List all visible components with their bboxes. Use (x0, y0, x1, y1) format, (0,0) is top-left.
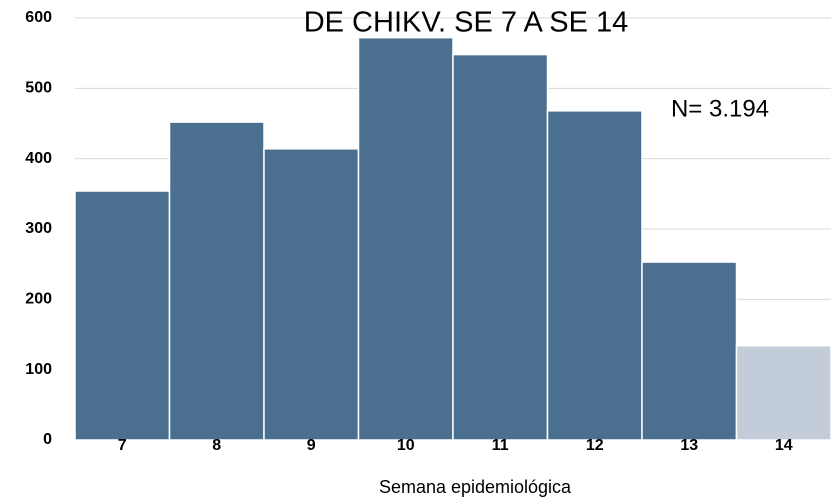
y-tick-label: 100 (25, 361, 52, 378)
x-tick-label: 13 (680, 437, 698, 454)
annotation: N= 3.194 (671, 95, 769, 122)
bar (735, 345, 831, 441)
bar (546, 110, 643, 441)
y-tick-label: 0 (43, 431, 52, 448)
y-tick-label: 600 (25, 9, 52, 26)
y-tick-label: 300 (25, 220, 52, 237)
bar (452, 53, 549, 441)
x-tick-label: 12 (586, 437, 604, 454)
x-axis-label: Semana epidemiológica (379, 477, 572, 497)
chart-title: DE CHIKV. SE 7 A SE 14 (304, 7, 629, 39)
bar (357, 36, 454, 441)
x-tick-label: 9 (307, 437, 316, 454)
bar (641, 261, 738, 441)
x-tick-label: 8 (212, 437, 221, 454)
y-tick-label: 200 (25, 291, 52, 308)
x-tick-label: 10 (397, 437, 415, 454)
bar (74, 190, 171, 441)
bar (263, 148, 360, 441)
x-tick-label: 14 (775, 437, 793, 454)
x-tick-label: 7 (118, 437, 127, 454)
x-tick-label: 11 (492, 437, 509, 454)
y-tick-label: 400 (25, 150, 52, 167)
y-tick-label: 500 (25, 80, 52, 97)
bar (168, 121, 265, 441)
